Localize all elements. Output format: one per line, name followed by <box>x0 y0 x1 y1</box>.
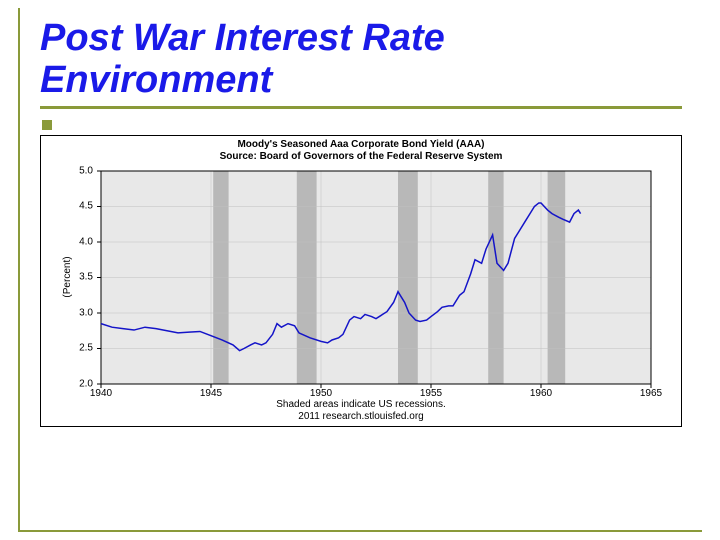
chart-footer: Shaded areas indicate US recessions. 201… <box>41 399 681 423</box>
slide-frame: Post War Interest Rate Environment Moody… <box>18 8 702 532</box>
page-title: Post War Interest Rate Environment <box>40 18 682 102</box>
chart-svg <box>101 171 651 384</box>
x-tick-label: 1945 <box>200 388 222 399</box>
bullet-icon <box>42 120 52 130</box>
chart-subtitle: Source: Board of Governors of the Federa… <box>41 151 681 163</box>
chart-title: Moody's Seasoned Aaa Corporate Bond Yiel… <box>41 139 681 151</box>
y-tick-label: 4.0 <box>61 236 93 247</box>
y-tick-label: 2.0 <box>61 378 93 389</box>
chart-title-block: Moody's Seasoned Aaa Corporate Bond Yiel… <box>41 136 681 163</box>
title-wrap: Post War Interest Rate Environment <box>40 18 682 109</box>
y-tick-label: 4.5 <box>61 201 93 212</box>
x-tick-label: 1960 <box>530 388 552 399</box>
x-tick-label: 1965 <box>640 388 662 399</box>
footer-line2: 2011 research.stlouisfed.org <box>41 411 681 423</box>
y-tick-label: 3.5 <box>61 272 93 283</box>
chart-container: Moody's Seasoned Aaa Corporate Bond Yiel… <box>40 135 682 427</box>
y-tick-label: 5.0 <box>61 165 93 176</box>
footer-line1: Shaded areas indicate US recessions. <box>41 399 681 411</box>
x-tick-label: 1940 <box>90 388 112 399</box>
x-tick-label: 1950 <box>310 388 332 399</box>
plot-area: (Percent) 2.02.53.03.54.04.55.0194019451… <box>101 171 651 384</box>
y-tick-label: 3.0 <box>61 307 93 318</box>
x-tick-label: 1955 <box>420 388 442 399</box>
y-tick-label: 2.5 <box>61 343 93 354</box>
